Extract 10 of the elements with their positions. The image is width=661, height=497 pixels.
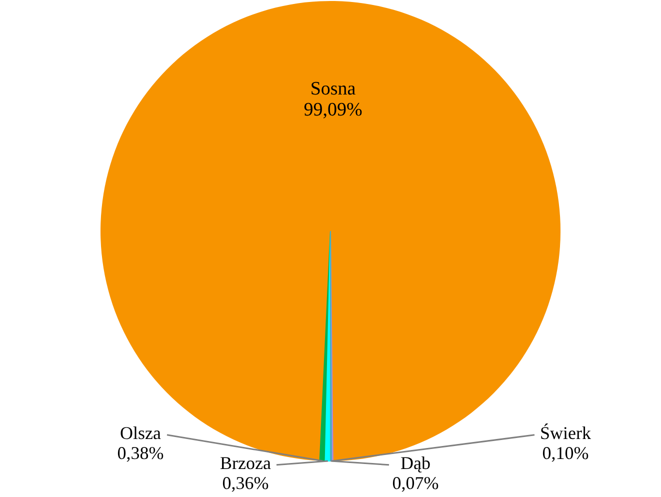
slice-label: Brzoza: [220, 453, 271, 473]
slice-label: Olsza: [120, 423, 161, 443]
data-label: 0,38%: [117, 443, 164, 463]
data-label: 0,10%: [542, 443, 589, 463]
data-label: 0,36%: [222, 473, 269, 493]
slice-label: Dąb: [400, 453, 430, 473]
slice-label: Sosna: [310, 78, 356, 100]
data-label: 99,09%: [304, 99, 363, 120]
data-label: 0,07%: [392, 473, 439, 493]
slice-label: Świerk: [540, 423, 591, 443]
